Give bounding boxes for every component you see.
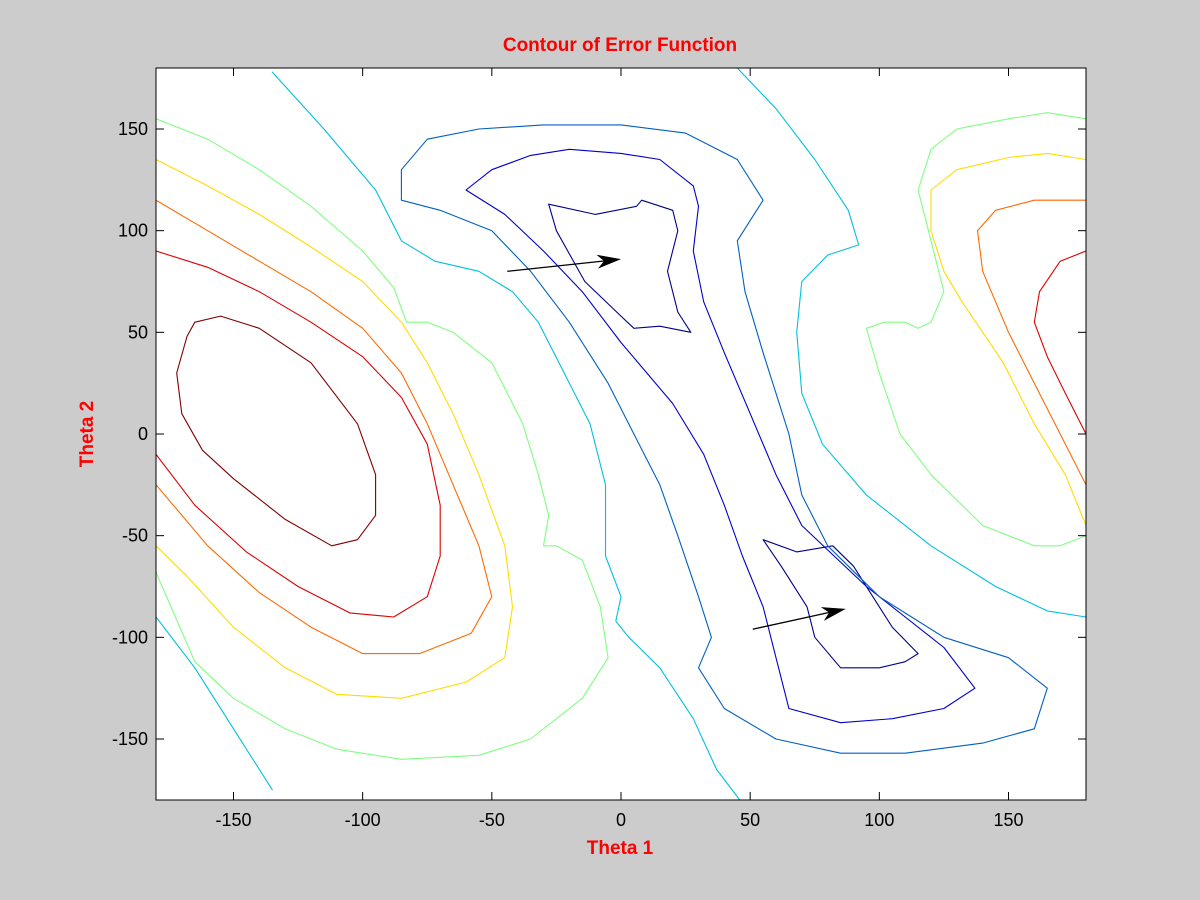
contour-level-2-1 (465, 148, 976, 724)
contour-level-4-2 (156, 616, 273, 791)
contour-level-6-2 (930, 152, 1086, 527)
x-tick-label: -150 (215, 810, 251, 830)
x-axis-label: Theta 1 (587, 838, 654, 859)
contour-level-5-2 (865, 112, 1086, 547)
x-axis: -150 -100 -50 0 50 100 150 (215, 68, 1024, 830)
y-tick-label: -50 (122, 526, 148, 546)
contour-level-7-1 (156, 199, 493, 655)
arrow-lower-head (820, 607, 846, 621)
contour-level-1-2 (762, 539, 919, 669)
x-tick-label: 150 (993, 810, 1023, 830)
chart-title: Contour of Error Function (503, 35, 737, 56)
contour-level-4-3 (736, 68, 1086, 618)
arrow-lower (752, 607, 846, 630)
y-tick-label: -150 (112, 729, 148, 749)
x-tick-label: 0 (616, 810, 626, 830)
x-tick-label: 50 (740, 810, 760, 830)
y-tick-label: 0 (138, 424, 148, 444)
arrow-upper-head (596, 254, 621, 269)
contour-lines (156, 68, 1086, 800)
contour-level-5-1 (156, 118, 609, 760)
contour-level-8-2 (1033, 250, 1086, 435)
y-tick-label: 150 (118, 119, 148, 139)
arrow-upper (507, 254, 621, 272)
x-tick-label: -100 (345, 810, 381, 830)
contour-level-9-1 (176, 315, 377, 547)
y-axis-label: Theta 2 (77, 401, 98, 468)
contour-level-1-1 (548, 199, 692, 333)
arrow-lower-shaft (752, 611, 831, 630)
annotation-arrows (507, 254, 846, 630)
x-tick-label: -50 (479, 810, 505, 830)
y-axis: -150 -100 -50 0 50 100 150 (112, 119, 1086, 749)
contour-level-4-1 (271, 71, 741, 800)
y-tick-label: 50 (128, 322, 148, 342)
y-tick-label: -100 (112, 627, 148, 647)
contour-level-7-2 (976, 199, 1086, 486)
contour-level-8-1 (156, 250, 441, 618)
y-tick-label: 100 (118, 221, 148, 241)
x-tick-label: 100 (864, 810, 894, 830)
contour-level-3-1 (400, 124, 1048, 754)
contour-level-6-1 (156, 158, 514, 699)
arrow-upper-shaft (507, 260, 606, 272)
